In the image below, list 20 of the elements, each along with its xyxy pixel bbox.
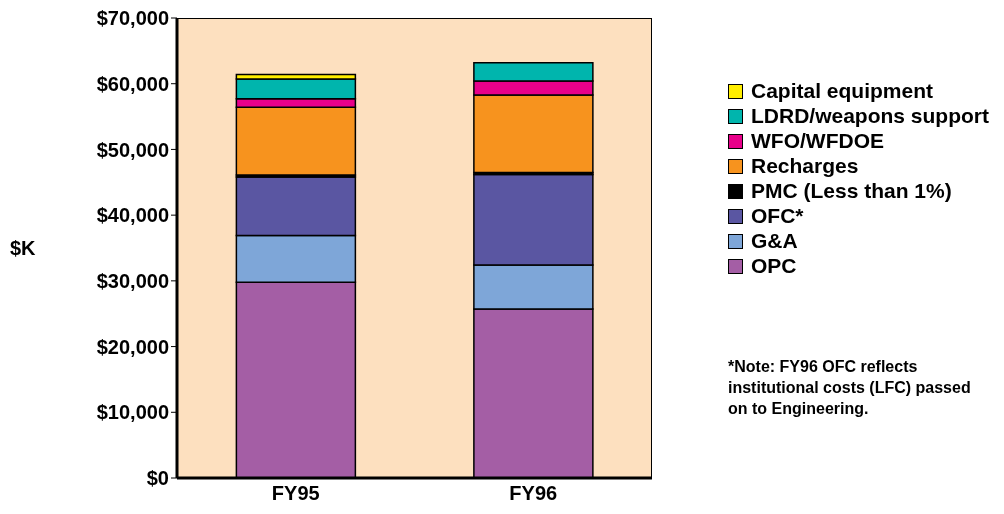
y-tick-label: $0: [146, 467, 169, 490]
y-tick-label: $20,000: [96, 335, 169, 358]
legend-label: OFC*: [751, 203, 804, 228]
legend-label: G&A: [751, 228, 798, 253]
legend-label: LDRD/weapons support: [751, 103, 990, 128]
y-tick-label: $70,000: [96, 7, 169, 30]
legend-label: OPC: [751, 253, 797, 278]
x-tick-label: FY96: [509, 482, 558, 505]
y-tick-label: $50,000: [96, 138, 169, 161]
x-tick-label: FY95: [271, 482, 320, 505]
legend-label: PMC (Less than 1%): [751, 178, 952, 203]
legend-label: WFO/WFDOE: [751, 128, 884, 153]
y-tick-label: $60,000: [96, 72, 169, 95]
legend-label: Recharges: [751, 153, 859, 178]
y-tick-label: $30,000: [96, 269, 169, 292]
y-tick-label: $40,000: [96, 204, 169, 227]
text: *Note: FY96 OFC reflects institutional costs (LFC) passed on to Engineering.: [728, 357, 972, 419]
legend-label: Capital equipment: [751, 78, 934, 103]
y-axis-title: $K: [10, 237, 37, 260]
y-tick-label: $10,000: [96, 401, 169, 424]
